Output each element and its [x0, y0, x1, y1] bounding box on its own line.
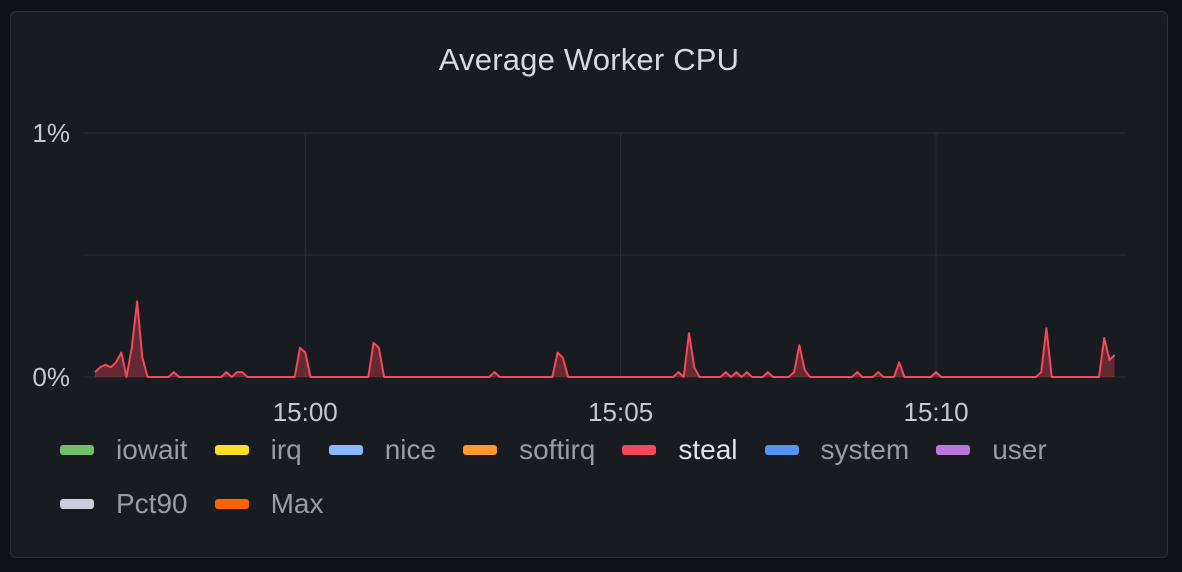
legend-label: Pct90 [116, 488, 188, 519]
legend-item-nice[interactable]: nice [328, 433, 437, 467]
legend-swatch [764, 445, 799, 455]
legend-swatch [60, 499, 94, 509]
legend-swatch [214, 445, 249, 455]
x-tick-label: 15:10 [903, 397, 968, 427]
legend-item-user[interactable]: user [936, 433, 1047, 467]
axes: 15:00 15:05 15:10 0% 1% [32, 118, 968, 427]
legend-label: user [992, 434, 1047, 465]
panel-title[interactable]: Average Worker CPU [438, 42, 740, 77]
legend: iowait irq nice softirq steal system user Pct90… [60, 433, 1140, 521]
legend-label: nice [384, 434, 437, 465]
legend-swatch [60, 445, 94, 455]
series-line-steal[interactable] [94, 300, 1116, 378]
legend-item-irq[interactable]: irq [214, 433, 302, 467]
legend-label: iowait [116, 434, 188, 465]
series-area-steal [95, 301, 1115, 377]
legend-swatch [328, 445, 363, 455]
legend-swatch [622, 445, 657, 455]
legend-swatch [936, 445, 971, 455]
y-tick-label: 0% [32, 362, 70, 392]
legend-item-max[interactable]: Max [214, 487, 324, 521]
legend-item-steal[interactable]: steal [622, 433, 738, 467]
x-tick-label: 15:00 [273, 397, 338, 427]
legend-item-softirq[interactable]: softirq [463, 433, 595, 467]
chart-panel: Average Worker CPU [10, 11, 1168, 558]
legend-label: Max [270, 488, 324, 519]
series-layer [94, 300, 1116, 378]
legend-item-system[interactable]: system [764, 433, 910, 467]
legend-label: steal [678, 434, 738, 465]
y-tick-label: 1% [32, 118, 70, 148]
legend-item-pct90[interactable]: Pct90 [60, 487, 188, 521]
x-tick-label: 15:05 [588, 397, 653, 427]
legend-label: softirq [519, 434, 596, 465]
legend-label: system [820, 434, 910, 465]
legend-swatch [214, 499, 249, 509]
legend-swatch [463, 445, 498, 455]
legend-label: irq [270, 434, 302, 465]
legend-item-iowait[interactable]: iowait [60, 433, 188, 467]
grid [84, 132, 1126, 378]
